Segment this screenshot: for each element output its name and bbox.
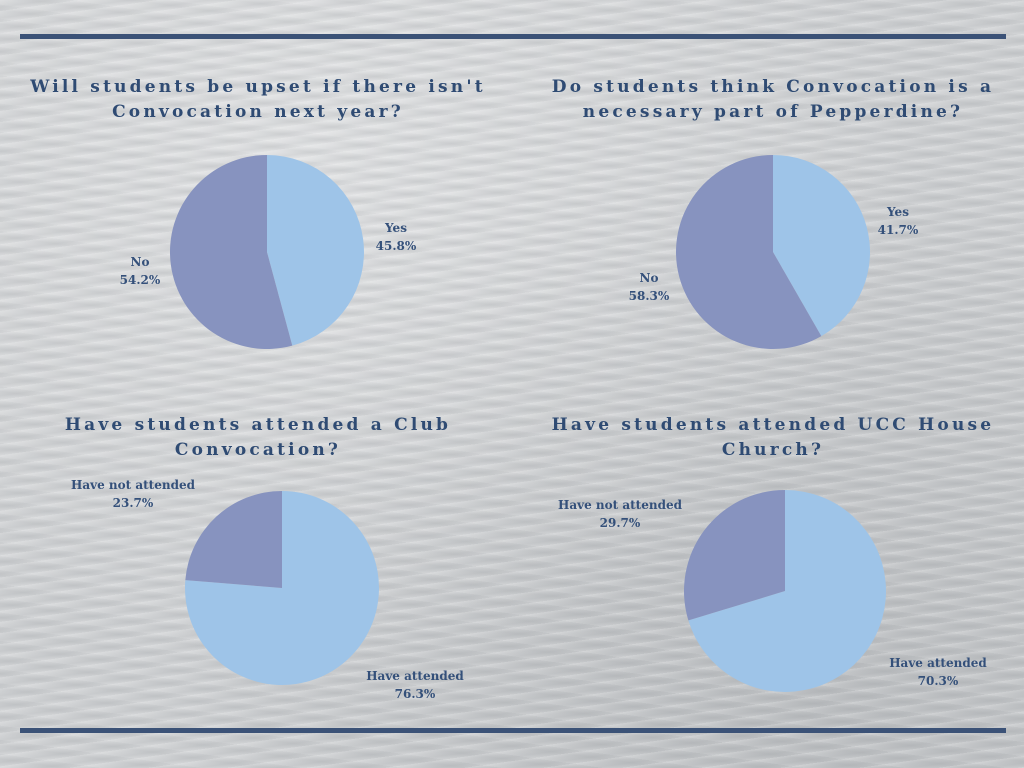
pie-chart-2: Yes 41.7% No 58.3%: [629, 155, 919, 349]
bottom-divider: [20, 728, 1006, 733]
pie-4-value-1: 70.3%: [918, 674, 959, 688]
pie-3-value-1: 76.3%: [395, 687, 436, 701]
pie-1-slice-no: [169, 155, 293, 349]
pie-4-slice-have-not-attended: [683, 490, 785, 621]
pie-2-value-2: 58.3%: [629, 289, 670, 303]
pie-2-slice-yes: [773, 155, 871, 337]
pie-3-label-1: Have attended: [366, 669, 464, 683]
chart-2-title: Do students think Convocation is a neces…: [551, 77, 995, 122]
pie-3-slice-have-attended: [184, 491, 379, 685]
pie-1-value-2: 54.2%: [120, 273, 161, 287]
pie-chart-4: Have attended 70.3% Have not attended 29.7%: [558, 490, 987, 692]
pie-4-label-2: Have not attended: [558, 498, 683, 512]
chart-4-title: Have students attended UCC House Church?: [551, 415, 995, 460]
chart-1-title: Will students be upset if there isn't Co…: [30, 77, 486, 122]
pie-1-value-1: 45.8%: [376, 239, 417, 253]
pie-2-label-1: Yes: [886, 205, 909, 219]
chart-3-title: Have students attended a Club Convocatio…: [64, 415, 452, 460]
pie-2-label-2: No: [640, 271, 659, 285]
pie-4-slice-have-attended: [688, 490, 886, 692]
pie-2-slice-no: [676, 155, 822, 349]
pie-4-value-2: 29.7%: [600, 516, 641, 530]
top-divider: [20, 34, 1006, 39]
pie-chart-3: Have attended 76.3% Have not attended 23.7%: [71, 478, 464, 701]
pie-1-label-2: No: [131, 255, 150, 269]
pie-3-slice-have-not-attended: [185, 491, 282, 588]
pie-1-label-1: Yes: [384, 221, 407, 235]
pie-4-label-1: Have attended: [889, 656, 987, 670]
pie-1-slice-yes: [267, 155, 364, 346]
pie-2-value-1: 41.7%: [878, 223, 919, 237]
pie-3-label-2: Have not attended: [71, 478, 196, 492]
pie-3-value-2: 23.7%: [113, 496, 154, 510]
pie-chart-1: Yes 45.8% No 54.2%: [120, 155, 417, 349]
